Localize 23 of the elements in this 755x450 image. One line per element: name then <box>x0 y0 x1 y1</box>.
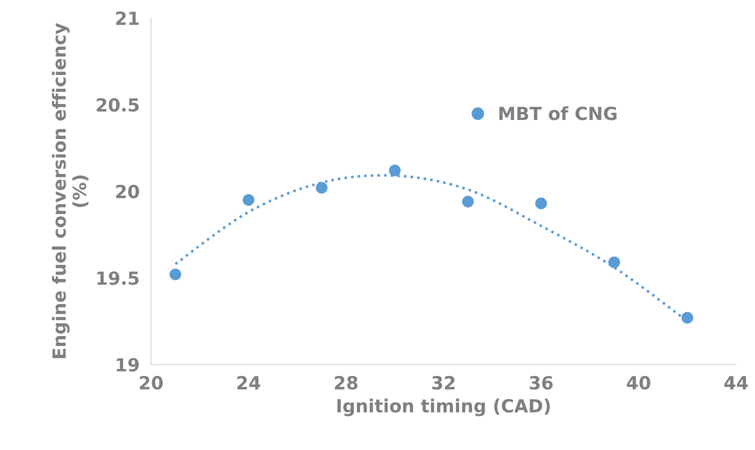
point <box>316 182 328 194</box>
point <box>388 164 401 176</box>
x-axis-title: Ignition timing (CAD) <box>337 398 550 416</box>
point <box>170 268 182 280</box>
x-tick-label: 24 <box>237 376 260 390</box>
x-tick-label: 32 <box>432 376 455 390</box>
x-tick-label: 28 <box>334 376 358 390</box>
x-tick-label: 20 <box>140 376 163 390</box>
x-tick-label: 44 <box>724 376 748 390</box>
y-tick-label: 19 <box>116 358 139 372</box>
y-tick-label: 19.5 <box>97 271 139 285</box>
point <box>535 198 547 210</box>
y-tick-label: 20.5 <box>96 98 139 112</box>
point <box>462 196 474 208</box>
point <box>682 312 694 324</box>
point <box>242 194 254 206</box>
y-tick-label: 20 <box>116 184 140 198</box>
point <box>608 256 620 268</box>
legend-label: MBT of CNG <box>499 106 616 120</box>
y-axis-title: Engine fuel conversion efficiency (%) <box>52 23 88 358</box>
y-tick-label: 21 <box>116 11 139 25</box>
x-tick-label: 40 <box>626 376 650 390</box>
x-tick-label: 36 <box>530 376 553 390</box>
